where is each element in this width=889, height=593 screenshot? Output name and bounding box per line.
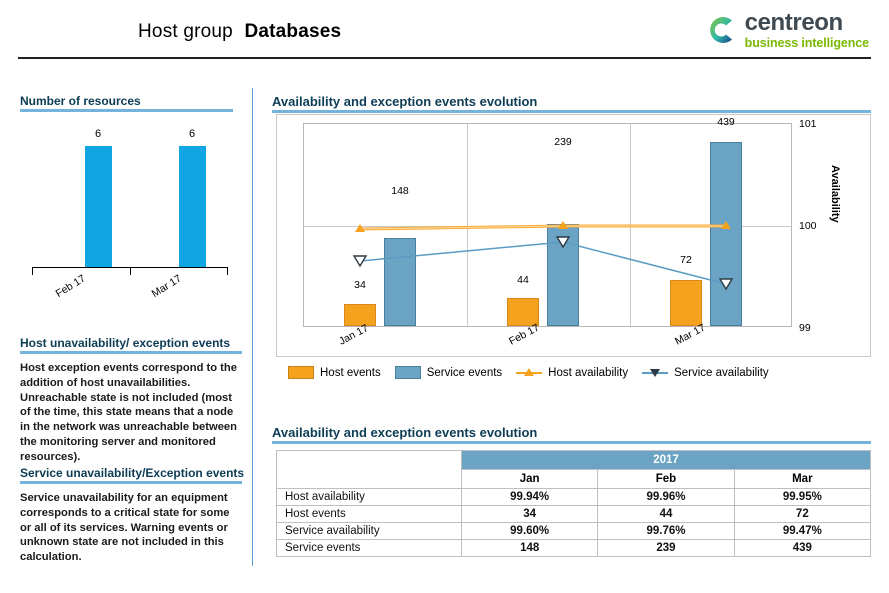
page-header: Host group Databases centreon business i… — [0, 0, 889, 60]
row-label: Service events — [276, 539, 462, 557]
legend-item-service-events: Service events — [394, 366, 503, 379]
row-value: 439 — [733, 539, 872, 557]
row-label: Host availability — [276, 488, 462, 506]
host-events-bar — [344, 304, 376, 326]
chart-plot-area: 34 148 44 239 72 439 — [303, 116, 792, 327]
legend-label: Host events — [320, 366, 381, 379]
chart-legend: Host events Service events Host availabi… — [288, 366, 769, 379]
centreon-c-logo-icon — [709, 17, 732, 43]
legend-label: Service availability — [674, 366, 769, 379]
host-availability-marker — [721, 221, 731, 229]
y-tick-99: 99 — [799, 322, 811, 334]
availability-table: 2017 Jan Feb Mar Host availability 99.94… — [276, 450, 872, 557]
resource-bar-value: 6 — [94, 128, 102, 140]
resources-heading-rule — [20, 109, 233, 112]
row-label: Service availability — [276, 522, 462, 540]
service-events-description: Service unavailability for an equipment … — [20, 492, 230, 564]
row-value: 148 — [460, 539, 599, 557]
y-tick-101: 101 — [799, 118, 817, 130]
row-value: 99.60% — [460, 522, 599, 540]
table-section-heading: Availability and exception events evolut… — [272, 425, 538, 440]
row-value: 99.94% — [460, 488, 599, 506]
legend-item-host-availability: Host availability — [516, 366, 628, 379]
host-events-description: Host exception events correspond to the … — [20, 362, 237, 463]
host-events-swatch-icon — [288, 366, 314, 379]
axis-tick — [227, 268, 228, 275]
category-divider — [467, 124, 468, 326]
page-title-name: Databases — [244, 21, 342, 42]
row-value: 239 — [597, 539, 735, 557]
service-events-value: 148 — [391, 185, 409, 197]
table-header-year-row: 2017 — [276, 450, 871, 489]
service-events-heading: Service unavailability/Exception events — [20, 466, 245, 480]
centreon-logo: centreon business intelligence — [706, 8, 869, 50]
host-events-bar — [507, 298, 539, 326]
row-value: 99.95% — [733, 488, 872, 506]
table-col-header-mar: Mar — [733, 469, 872, 489]
logo-wordmark: centreon business intelligence — [744, 8, 869, 50]
host-events-heading-rule — [20, 351, 242, 354]
table-col-header-feb: Feb — [597, 469, 735, 489]
legend-label: Service events — [426, 366, 503, 379]
service-events-value: 439 — [717, 116, 735, 128]
host-availability-line-icon — [516, 366, 543, 379]
row-value: 99.47% — [733, 522, 872, 540]
table-row: Host availability 99.94% 99.96% 99.95% — [276, 488, 872, 506]
resources-bar-chart: 6 6 Feb 17 Mar 17 — [20, 118, 240, 308]
host-events-heading: Host unavailability/ exception events — [20, 336, 231, 350]
service-events-swatch-icon — [394, 366, 421, 379]
chart-section-heading: Availability and exception events evolut… — [272, 94, 538, 109]
service-events-bar — [384, 238, 416, 326]
resource-bar — [85, 146, 112, 268]
host-events-value: 44 — [517, 274, 529, 286]
service-events-heading-rule — [20, 481, 242, 484]
row-value: 34 — [460, 505, 599, 523]
table-section-rule — [272, 441, 871, 444]
table-year-header: 2017 — [461, 450, 871, 470]
table-corner-cell — [276, 450, 462, 489]
y-tick-100: 100 — [799, 220, 817, 232]
resource-bar-value: 6 — [188, 128, 196, 140]
column-divider — [252, 88, 253, 566]
availability-table-wrapper: 2017 Jan Feb Mar Host availability 99.94… — [276, 450, 872, 557]
table-header-month-row: Jan Feb Mar — [277, 469, 872, 489]
logo-tagline: business intelligence — [744, 35, 869, 50]
legend-item-service-availability: Service availability — [642, 366, 769, 379]
resources-x-label: Mar 17 — [149, 272, 184, 300]
chart-section-rule — [272, 110, 871, 113]
service-events-value: 239 — [554, 136, 572, 148]
resources-x-axis — [32, 267, 228, 268]
logo-name: centreon — [744, 8, 844, 36]
y-axis-title: Availability — [829, 165, 841, 223]
service-availability-markers — [352, 236, 734, 291]
availability-chart: 34 148 44 239 72 439 — [276, 114, 871, 357]
table-row: Service availability 99.60% 99.76% 99.47… — [276, 522, 872, 540]
resources-heading: Number of resources — [20, 94, 141, 108]
row-value: 72 — [733, 505, 872, 523]
row-value: 44 — [597, 505, 735, 523]
row-value: 99.96% — [597, 488, 735, 506]
host-events-value: 34 — [354, 279, 366, 291]
host-events-bar — [670, 280, 702, 326]
axis-tick — [32, 268, 33, 275]
row-label: Host events — [276, 505, 462, 523]
host-availability-marker — [355, 224, 365, 232]
page-title-prefix: Host group — [138, 21, 233, 42]
legend-label: Host availability — [548, 366, 629, 379]
axis-tick — [130, 268, 131, 275]
resources-x-label: Feb 17 — [53, 272, 88, 300]
row-value: 99.76% — [597, 522, 735, 540]
table-row: Host events 34 44 72 — [276, 505, 872, 523]
legend-item-host-events: Host events — [288, 366, 381, 379]
table-col-header-jan: Jan — [460, 469, 599, 489]
service-events-bar — [710, 142, 742, 326]
service-availability-line-icon — [642, 366, 669, 379]
header-divider — [18, 57, 871, 59]
table-row: Service events 148 239 439 — [276, 539, 872, 557]
resource-bar — [179, 146, 206, 268]
host-events-value: 72 — [680, 254, 692, 266]
host-availability-marker — [558, 221, 568, 229]
page-title: Host group Databases — [138, 21, 341, 43]
